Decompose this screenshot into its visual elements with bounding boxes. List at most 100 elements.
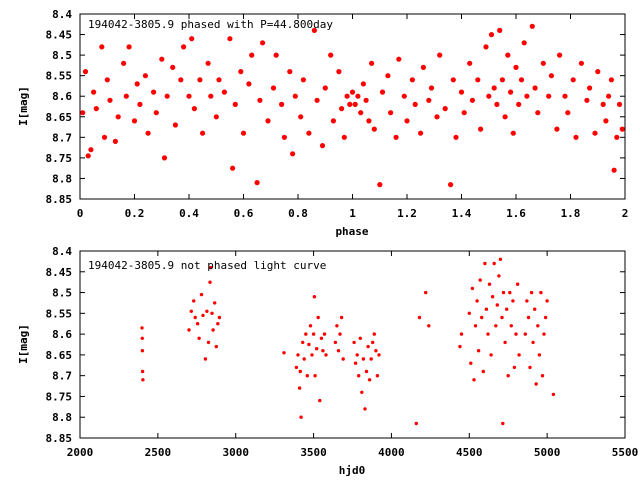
unphased-data-point	[514, 332, 518, 336]
phased-data-point	[164, 93, 170, 99]
phased-data-point	[341, 134, 347, 140]
unphased-data-point	[497, 274, 501, 278]
phased-data-point	[257, 97, 263, 103]
phased-data-point	[458, 89, 465, 95]
phased-data-point	[426, 97, 432, 103]
phased-data-point	[88, 147, 94, 153]
unphased-data-point	[536, 324, 540, 328]
phased-data-point	[186, 93, 192, 99]
phased-data-point	[137, 101, 143, 107]
phased-x-tick-label: 1.6	[506, 207, 526, 220]
phased-data-point	[535, 110, 541, 116]
unphased-y-tick-label: 8.45	[46, 266, 73, 279]
phased-data-point	[428, 85, 435, 91]
unphased-data-point	[361, 357, 366, 361]
phased-data-point	[189, 36, 195, 42]
phased-data-point	[557, 52, 563, 58]
phased-data-point	[420, 64, 426, 70]
phased-data-point	[273, 52, 279, 58]
unphased-data-point	[483, 261, 487, 266]
phased-data-point	[93, 106, 99, 112]
phased-data-point	[584, 97, 590, 103]
phased-data-point	[510, 130, 516, 136]
phased-x-tick-label: 0.2	[125, 207, 145, 220]
phased-data-point	[161, 155, 168, 161]
unphased-x-tick-label: 5500	[612, 446, 639, 459]
unphased-x-tick-label: 4500	[456, 446, 483, 459]
unphased-x-tick-label: 3000	[222, 446, 249, 459]
unphased-data-point	[352, 340, 356, 345]
phased-data-point	[319, 143, 326, 149]
phased-data-point	[442, 106, 448, 112]
unphased-data-point	[475, 299, 479, 303]
phased-data-point	[619, 126, 625, 132]
unphased-data-point	[501, 421, 505, 426]
phased-data-point	[548, 73, 555, 79]
phased-data-point	[377, 182, 383, 188]
phased-y-axis-label: I[mag]	[17, 86, 30, 126]
unphased-data-point	[374, 349, 378, 353]
unphased-data-point	[336, 349, 341, 353]
phased-data-point	[554, 126, 560, 132]
phased-data-point	[521, 40, 527, 46]
phased-data-point	[606, 93, 612, 99]
unphased-data-point	[363, 407, 367, 411]
unphased-data-point	[489, 353, 493, 357]
unphased-data-point	[366, 344, 370, 349]
unphased-data-point	[424, 290, 428, 295]
phased-data-point	[418, 130, 424, 136]
phased-data-point	[478, 126, 484, 132]
unphased-y-tick-label: 8.7	[52, 370, 72, 383]
phased-data-point	[159, 56, 165, 62]
phased-data-point	[409, 77, 415, 83]
phased-data-point	[134, 81, 140, 87]
phased-data-point	[379, 89, 386, 95]
phased-y-tick-label: 8.65	[46, 111, 73, 124]
phased-data-point	[216, 77, 222, 83]
phased-data-point	[151, 89, 157, 95]
unphased-data-point	[501, 290, 506, 295]
phased-data-point	[608, 77, 615, 83]
phased-data-point	[322, 85, 328, 91]
unphased-data-point	[542, 332, 546, 336]
unphased-data-point	[505, 307, 509, 311]
unphased-data-point	[311, 332, 316, 336]
phased-x-tick-label: 0.8	[288, 207, 308, 220]
unphased-data-point	[209, 265, 213, 270]
phased-data-point	[227, 36, 233, 42]
phased-light-curve-panel: 0 0.2 0.4 0.6 0.8 1 1.2 1.4 1.6 1.8 2 8.4 8.45 8.5 8.5…	[17, 8, 628, 238]
unphased-data-point	[339, 315, 344, 320]
unphased-data-point	[296, 353, 300, 357]
phased-data-point	[366, 118, 372, 124]
phased-data-point	[153, 110, 159, 116]
unphased-data-point	[469, 361, 473, 365]
unphased-data-point	[494, 324, 498, 328]
phased-x-tick-label: 2	[622, 207, 629, 220]
unphased-data-point	[500, 315, 504, 320]
unphased-data-point	[481, 369, 485, 374]
unphased-data-point	[216, 322, 220, 326]
phased-data-point	[300, 77, 306, 83]
phased-data-point	[385, 73, 391, 79]
phased-data-point	[339, 106, 345, 112]
phased-data-point	[287, 69, 293, 75]
unphased-data-point	[534, 382, 538, 386]
unphased-data-point	[503, 340, 507, 345]
phased-data-point	[600, 101, 606, 107]
phased-data-point	[281, 134, 287, 140]
unphased-y-tick-label: 8.8	[52, 411, 72, 424]
phased-y-tick-label: 8.75	[46, 152, 73, 165]
phased-x-tick-label: 1.2	[397, 207, 417, 220]
phased-data-point	[254, 180, 260, 186]
unphased-data-point	[141, 378, 145, 382]
phased-data-point	[99, 44, 105, 50]
unphased-data-point	[297, 386, 302, 390]
unphased-data-point	[210, 311, 214, 315]
unphased-data-point	[357, 374, 361, 378]
phased-x-tick-label: 0.6	[234, 207, 254, 220]
unphased-data-point	[360, 390, 364, 394]
unphased-data-point	[299, 415, 303, 419]
phased-data-point	[290, 151, 296, 157]
unphased-y-tick-label: 8.5	[52, 287, 72, 300]
